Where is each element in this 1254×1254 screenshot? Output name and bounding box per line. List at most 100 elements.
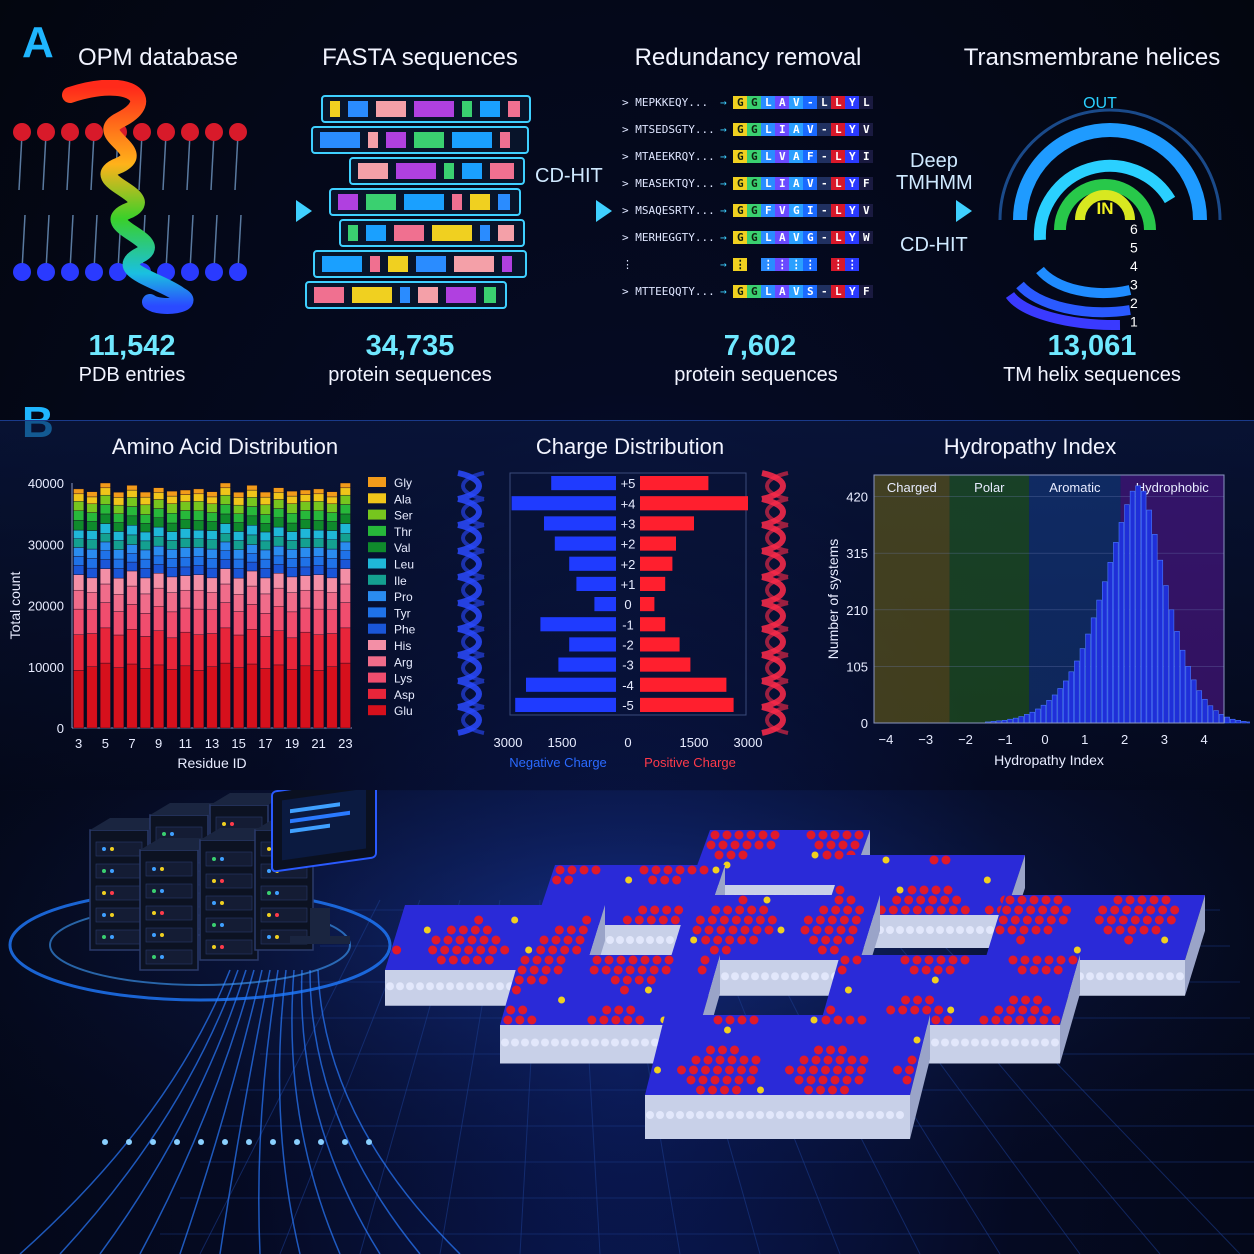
bar-segment-ile [286, 540, 298, 550]
red-bead [735, 905, 745, 915]
lipid-bead [666, 1111, 674, 1119]
lipid-bead [976, 926, 984, 934]
red-bead [706, 1045, 715, 1055]
red-bead [943, 885, 953, 895]
step-title-tm: Transmembrane helices [963, 44, 1221, 71]
red-bead [799, 1055, 809, 1065]
tm-level-label: 5 [1130, 240, 1138, 256]
red-bead [622, 915, 632, 925]
status-led [102, 913, 106, 917]
step-count-opm: 11,542 [88, 330, 176, 362]
bar-segment-tyr [233, 558, 245, 569]
histogram-bar [1051, 694, 1058, 724]
lipid-bead [621, 1038, 629, 1047]
bar-segment-ile [193, 538, 205, 548]
red-bead [1053, 895, 1063, 905]
bar-segment-val [339, 513, 351, 524]
red-bead [804, 1085, 813, 1095]
red-bead [658, 915, 668, 925]
bar-segment-gly [73, 488, 85, 495]
fasta-segment [400, 287, 410, 303]
negative-bar [511, 496, 616, 511]
bar-segment-tyr [166, 558, 178, 568]
red-bead [945, 965, 955, 975]
monitor [271, 790, 377, 944]
negative-bar [576, 576, 616, 591]
lipid-head [37, 263, 55, 281]
red-bead [843, 905, 853, 915]
red-bead [948, 955, 958, 965]
red-bead [503, 1015, 513, 1025]
red-bead [616, 955, 626, 965]
bar-segment-pro [153, 545, 165, 557]
status-led [267, 847, 271, 851]
residue-cell: Y [845, 150, 860, 163]
lipid-bead [786, 1111, 794, 1119]
bar-segment-thr [233, 513, 245, 523]
residue-cell: F [761, 204, 776, 217]
status-led [110, 935, 114, 939]
red-bead [696, 1085, 705, 1095]
red-bead [725, 935, 735, 945]
bar-segment-pro [313, 547, 325, 557]
tm-level-label: 2 [1130, 295, 1138, 311]
bar-segment-asp [73, 634, 85, 671]
histogram-bar [1018, 716, 1024, 724]
x-tick-label: −3 [918, 732, 933, 747]
red-bead [1058, 915, 1068, 925]
red-bead [826, 1005, 836, 1015]
residue-cell: L [831, 150, 846, 163]
bar-segment-tyr [126, 553, 138, 563]
red-bead [848, 925, 858, 935]
bar-segment-ala [273, 492, 285, 500]
red-bead [721, 945, 731, 955]
red-bead [1033, 995, 1043, 1005]
red-bead [1041, 895, 1051, 905]
yellow-bead [644, 986, 652, 994]
red-bead [743, 915, 753, 925]
charge-label: -3 [622, 658, 634, 673]
simulation-illustration [0, 790, 1254, 1254]
residue-cell: Y [845, 285, 860, 298]
bar-segment-thr [313, 510, 325, 521]
red-bead [749, 935, 759, 945]
red-bead [715, 1055, 725, 1065]
legend-label-ala: Ala [394, 492, 412, 506]
red-bead [1030, 1005, 1040, 1015]
bar-segment-glu [99, 662, 111, 729]
residue-cell: - [817, 177, 832, 190]
bar-segment-arg [246, 585, 258, 605]
red-bead [506, 1005, 516, 1015]
histogram-bar [1129, 490, 1136, 724]
bar-segment-val [206, 521, 218, 531]
positive-bar [640, 617, 666, 632]
lipid-head [109, 263, 127, 281]
red-bead [697, 965, 707, 975]
bar-segment-val [233, 522, 245, 532]
residue-cell: ⋮ [789, 258, 804, 271]
red-bead [809, 1065, 818, 1075]
yellow-bead [763, 896, 771, 904]
red-bead [1161, 895, 1171, 905]
red-bead [662, 905, 672, 915]
red-bead [838, 1045, 847, 1055]
tm-level-label: 1 [1130, 314, 1138, 330]
lipid-bead [561, 1038, 569, 1047]
red-bead [747, 905, 757, 915]
bar-segment-ser [139, 504, 151, 515]
histogram-bar [1085, 633, 1091, 724]
red-bead [640, 955, 650, 965]
red-bead [564, 875, 574, 885]
red-bead [695, 915, 705, 925]
fasta-segment [462, 101, 472, 117]
lipid-tail [162, 133, 167, 191]
stacked-bar-22 [326, 491, 338, 729]
lipid-bead [986, 926, 994, 934]
red-bead [663, 865, 673, 875]
legend: Gly Ala Ser Thr Val Leu Ile Pro Tyr Phe His Arg Lys A… [368, 476, 416, 718]
x-tick-label: 1500 [548, 735, 577, 750]
bar-segment-phe [139, 568, 151, 579]
red-bead [554, 925, 564, 935]
